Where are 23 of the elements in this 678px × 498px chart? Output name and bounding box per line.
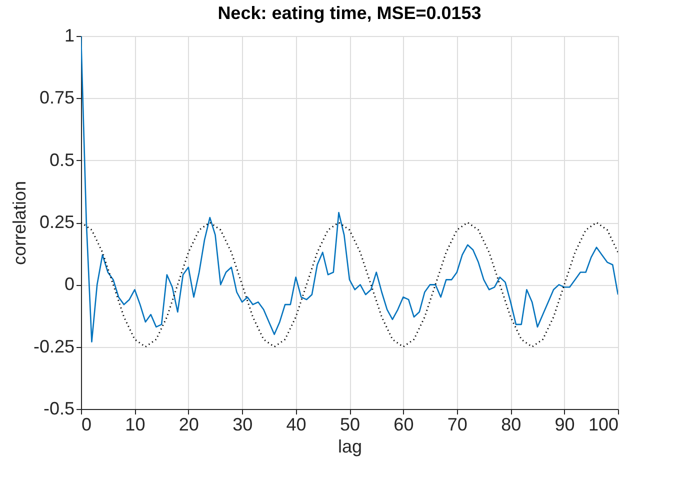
y-tick-label: -0.5 [43,398,74,418]
x-tick-label: 40 [286,414,306,434]
x-tick-label: 50 [340,414,360,434]
x-tick-label: 30 [232,414,253,434]
x-tick-label: 10 [125,414,146,434]
y-tick-label: 0.75 [39,88,74,108]
x-tick-label: 80 [501,414,522,434]
y-tick-label: 1 [64,26,74,46]
y-axis-title: correlation [9,180,30,266]
x-tick-label: 100 [588,414,618,434]
y-tick-label: 0.5 [49,150,74,170]
line-series [81,36,618,343]
line-series [81,222,618,348]
x-tick-label: 90 [554,414,575,434]
chart-title: Neck: eating time, MSE=0.0153 [218,3,482,23]
x-axis-title: lag [338,436,362,456]
y-tick-label: -0.25 [33,336,74,356]
y-tick-label: 0 [64,274,74,294]
x-tick-label: 60 [394,414,414,434]
y-tick-label: 0.25 [39,212,74,232]
x-tick-label: 70 [447,414,468,434]
x-tick-label: 20 [178,414,199,434]
x-tick-label: 0 [82,414,92,434]
